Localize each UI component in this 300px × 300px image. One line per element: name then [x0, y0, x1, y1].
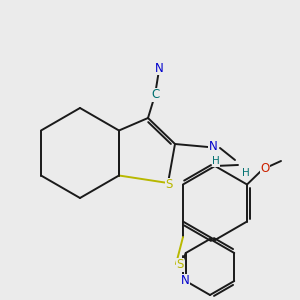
Text: O: O	[260, 161, 270, 175]
Text: N: N	[180, 274, 189, 287]
Text: H: H	[212, 156, 220, 166]
Text: S: S	[165, 178, 173, 191]
Text: N: N	[154, 61, 164, 74]
Text: H: H	[242, 168, 250, 178]
Text: S: S	[176, 259, 184, 272]
Text: N: N	[208, 140, 217, 154]
Text: C: C	[151, 88, 159, 101]
